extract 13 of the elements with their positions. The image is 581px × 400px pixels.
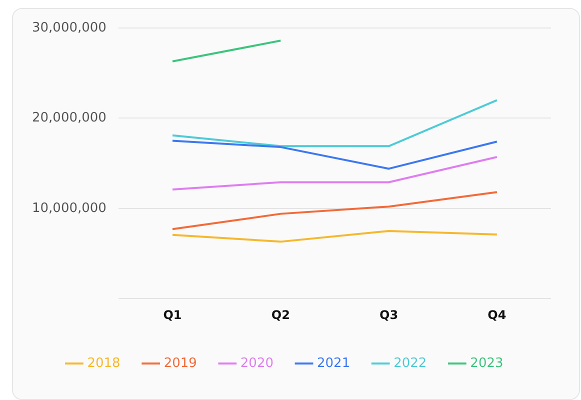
y-tick-label: 30,000,000 xyxy=(32,20,106,36)
x-tick-label: Q1 xyxy=(163,308,182,322)
y-tick-label: 20,000,000 xyxy=(32,110,106,126)
legend-label: 2018 xyxy=(87,356,120,371)
y-tick-label: 10,000,000 xyxy=(32,200,106,216)
legend-label: 2021 xyxy=(317,356,350,371)
legend-label: 2019 xyxy=(164,356,197,371)
x-tick-label: Q3 xyxy=(380,308,398,322)
legend-label: 2022 xyxy=(394,356,427,371)
x-tick-label: Q2 xyxy=(271,308,290,322)
legend-label: 2023 xyxy=(470,356,504,371)
x-tick-label: Q4 xyxy=(488,308,506,322)
legend-label: 2020 xyxy=(240,356,274,371)
